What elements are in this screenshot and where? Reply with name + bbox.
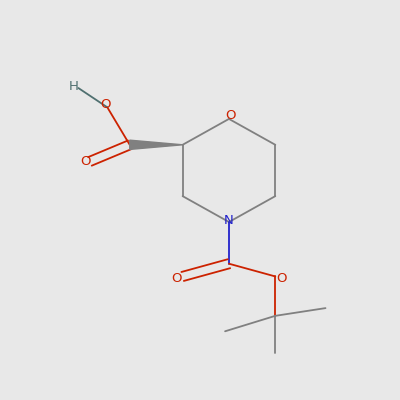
Text: O: O: [276, 272, 286, 285]
Text: O: O: [172, 272, 182, 285]
Text: N: N: [224, 214, 234, 227]
Polygon shape: [130, 140, 183, 150]
Text: O: O: [226, 109, 236, 122]
Text: O: O: [100, 98, 111, 111]
Text: O: O: [80, 155, 90, 168]
Text: H: H: [69, 80, 79, 92]
